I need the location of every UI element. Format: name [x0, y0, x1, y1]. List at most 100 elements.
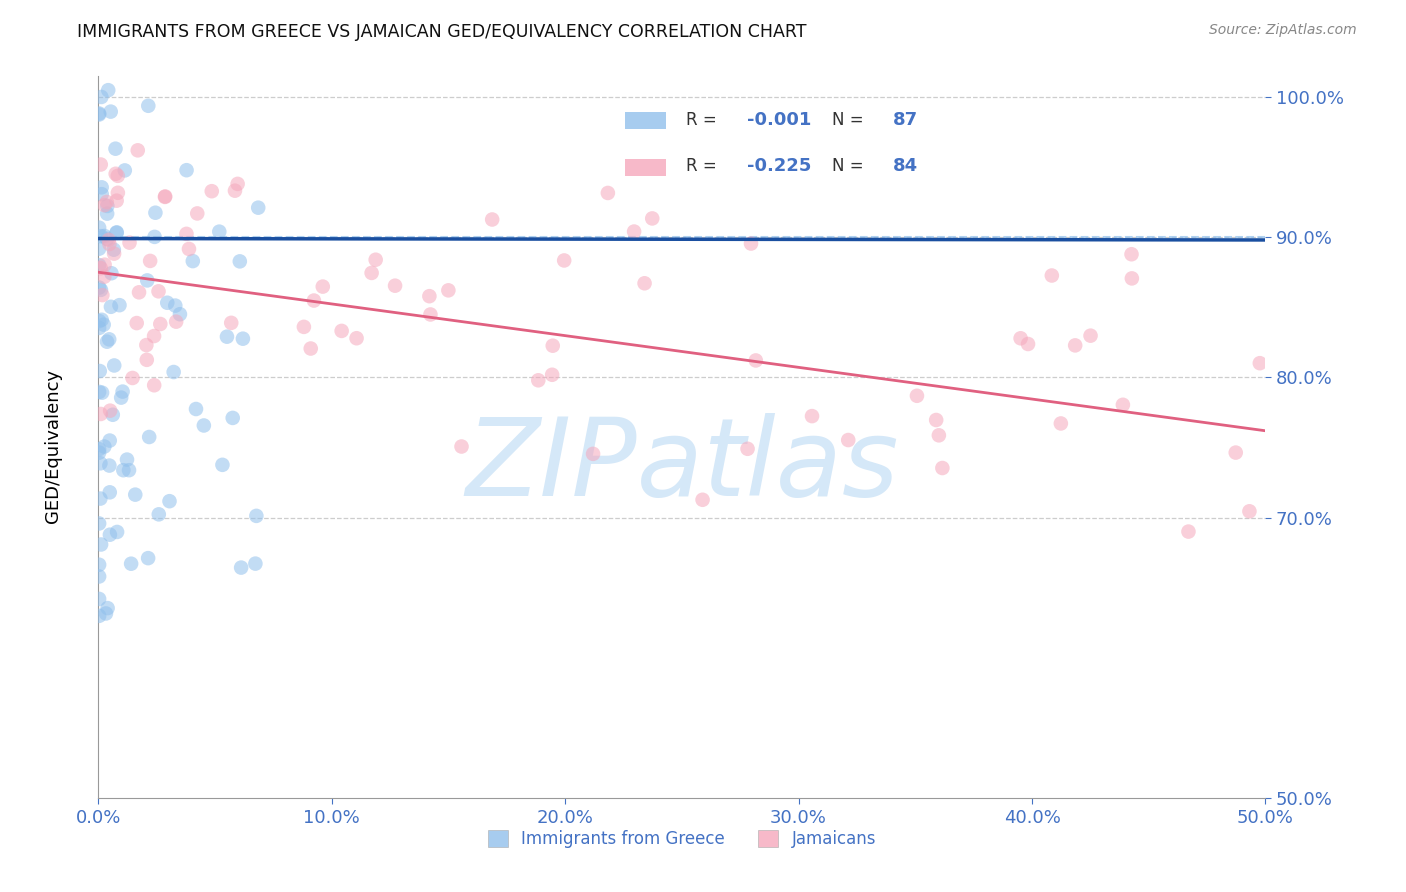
Point: [541, 368, 564, 382]
Point: [931, 461, 953, 475]
Point: [165, 299, 187, 313]
Point: [89, 608, 111, 623]
Point: [105, 524, 128, 539]
Point: [384, 278, 406, 293]
Point: [93, 258, 115, 272]
Point: [837, 433, 859, 447]
Point: [184, 402, 207, 417]
Point: [527, 373, 550, 387]
Point: [1064, 338, 1087, 352]
Point: [100, 300, 122, 314]
Point: [90, 90, 112, 104]
Point: [229, 254, 252, 268]
Point: [176, 163, 198, 178]
Point: [87, 569, 110, 583]
Point: [112, 463, 135, 477]
Point: [623, 225, 645, 239]
Point: [96, 207, 118, 221]
Point: [87, 280, 110, 294]
Point: [110, 391, 132, 405]
Point: [418, 289, 440, 303]
Point: [136, 99, 159, 113]
Text: IMMIGRANTS FROM GREECE VS JAMAICAN GED/EQUIVALENCY CORRELATION CHART: IMMIGRANTS FROM GREECE VS JAMAICAN GED/E…: [77, 23, 807, 41]
Point: [98, 485, 121, 500]
Text: GED/Equivalency: GED/Equivalency: [45, 369, 62, 523]
Point: [87, 106, 110, 120]
Point: [89, 491, 111, 506]
Point: [925, 413, 948, 427]
Point: [419, 308, 441, 322]
Point: [127, 144, 149, 158]
Point: [1010, 331, 1032, 345]
Point: [905, 389, 928, 403]
Point: [156, 295, 179, 310]
Point: [120, 557, 142, 571]
Point: [633, 277, 655, 291]
Point: [222, 411, 245, 425]
Point: [302, 293, 325, 308]
Point: [1249, 356, 1271, 370]
Point: [98, 237, 121, 252]
Point: [364, 252, 387, 267]
Point: [125, 316, 148, 330]
Text: Source: ZipAtlas.com: Source: ZipAtlas.com: [1209, 23, 1357, 37]
Point: [105, 225, 128, 239]
Point: [104, 167, 127, 181]
Point: [87, 442, 110, 457]
Point: [226, 177, 249, 191]
Point: [186, 206, 208, 220]
Legend: Immigrants from Greece, Jamaicans: Immigrants from Greece, Jamaicans: [481, 823, 883, 855]
Point: [245, 557, 267, 571]
Point: [1177, 524, 1199, 539]
Point: [135, 352, 157, 367]
Point: [105, 194, 128, 208]
Point: [90, 283, 112, 297]
Point: [87, 107, 110, 121]
Point: [193, 418, 215, 433]
Point: [121, 371, 143, 385]
Point: [231, 560, 253, 574]
Point: [96, 334, 118, 349]
Point: [740, 236, 762, 251]
Point: [118, 463, 141, 477]
Point: [312, 279, 335, 293]
Point: [245, 508, 267, 523]
Point: [96, 194, 118, 209]
Point: [153, 190, 176, 204]
Point: [87, 516, 110, 531]
Point: [87, 242, 110, 256]
Point: [1121, 271, 1143, 285]
Point: [737, 442, 759, 456]
Point: [97, 233, 120, 247]
Point: [292, 319, 315, 334]
Point: [103, 359, 125, 373]
Point: [100, 104, 122, 119]
Point: [201, 184, 224, 198]
Point: [90, 180, 112, 194]
Point: [136, 551, 159, 566]
Point: [90, 537, 112, 551]
Point: [90, 157, 112, 171]
Point: [1080, 328, 1102, 343]
Point: [90, 407, 112, 421]
Point: [299, 342, 322, 356]
Point: [107, 186, 129, 200]
Point: [89, 456, 111, 470]
Point: [553, 253, 575, 268]
Point: [87, 384, 110, 399]
Point: [100, 266, 122, 280]
Point: [93, 229, 115, 244]
Point: [90, 313, 112, 327]
Point: [98, 458, 121, 473]
Point: [97, 83, 120, 97]
Point: [745, 353, 768, 368]
Point: [90, 229, 112, 244]
Point: [346, 331, 368, 345]
Point: [97, 601, 120, 615]
Point: [801, 409, 824, 423]
Point: [87, 445, 110, 459]
Point: [93, 269, 115, 284]
Point: [1040, 268, 1063, 283]
Point: [90, 261, 112, 276]
Point: [124, 488, 146, 502]
